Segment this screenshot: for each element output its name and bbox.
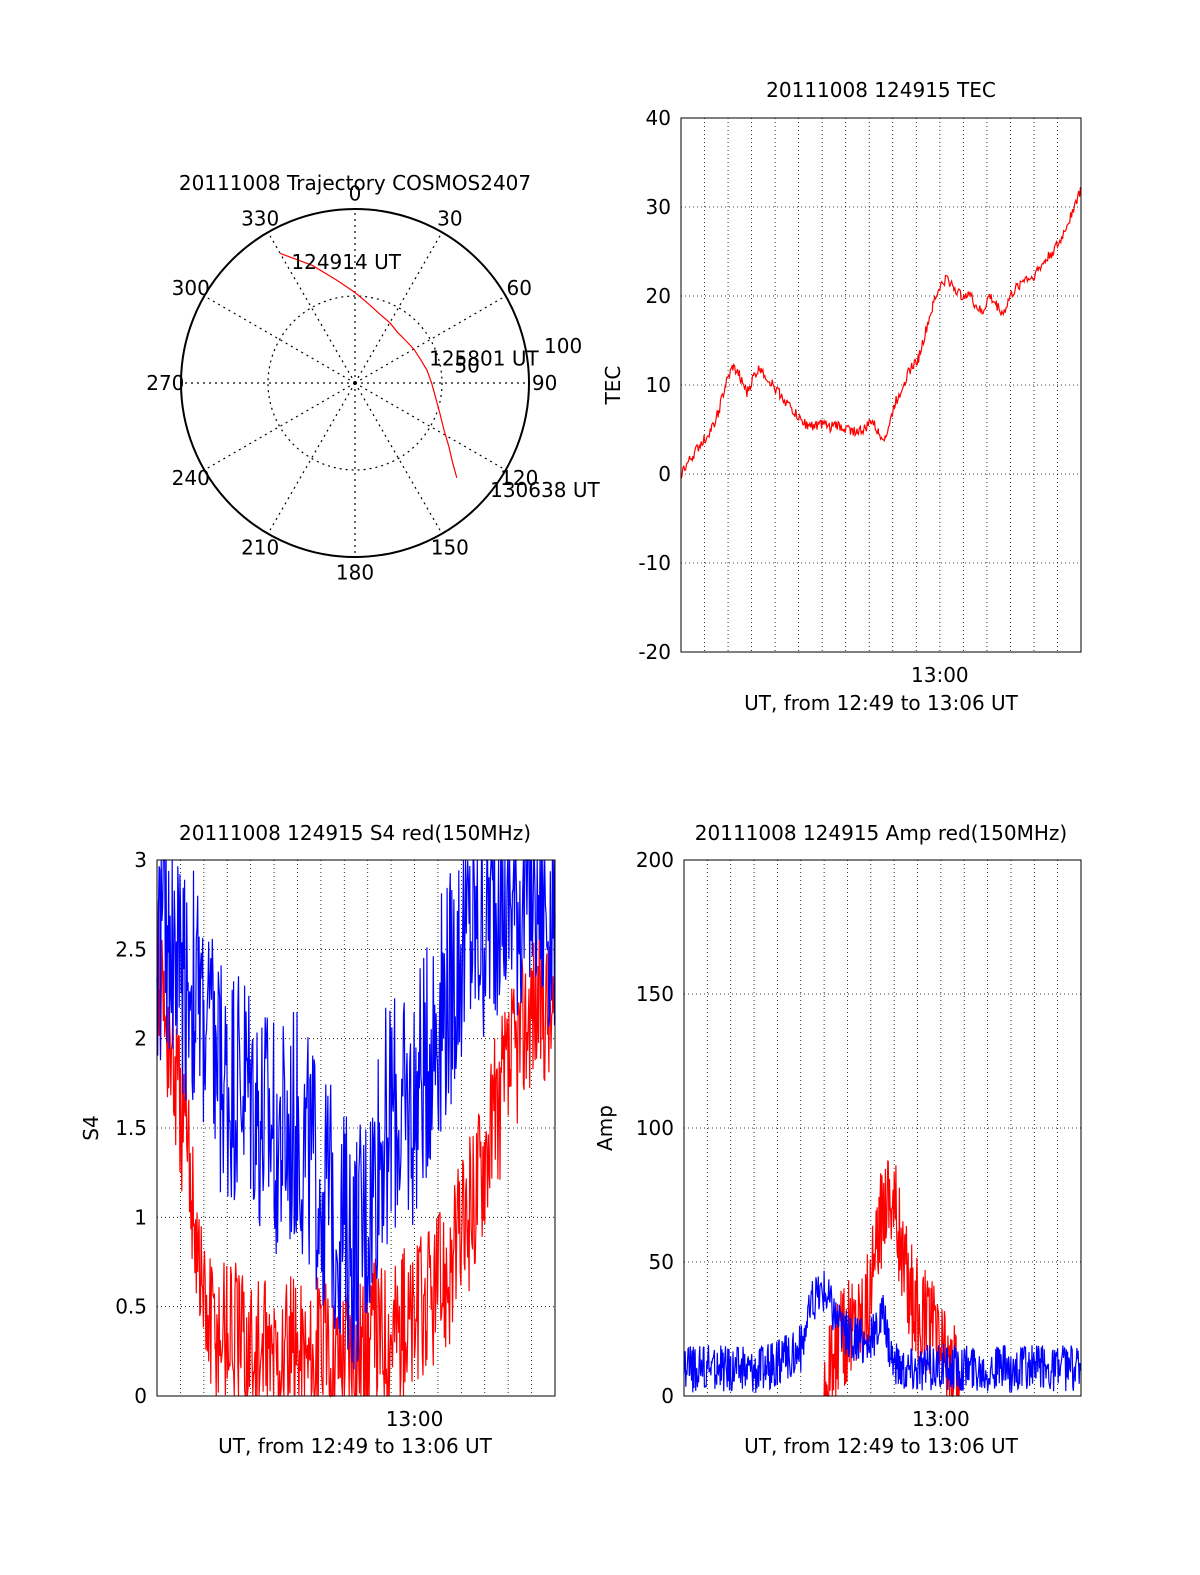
tec-title: 20111008 124915 TEC — [766, 78, 996, 102]
polar-radius-label-100: 100 — [544, 334, 582, 358]
y-tick-label: 200 — [636, 848, 674, 872]
x-tick-label: 13:00 — [386, 1407, 444, 1431]
polar-angle-label: 90 — [532, 371, 557, 395]
y-tick-label: 0 — [661, 1384, 674, 1408]
polar-angle-label: 60 — [507, 276, 532, 300]
y-tick-label: 1.5 — [115, 1116, 147, 1140]
polar-spoke — [354, 232, 443, 384]
polar-angle-label: 270 — [146, 371, 184, 395]
polar-spoke — [204, 382, 356, 471]
tec-plot-frame — [680, 117, 1082, 653]
s4-x-axis-label: UT, from 12:49 to 13:06 UT — [218, 1434, 493, 1458]
y-tick-label: 150 — [636, 982, 674, 1006]
polar-angle-label: 300 — [172, 276, 210, 300]
amp-blue-series-line — [683, 1270, 1082, 1393]
amp-y-axis-label: Amp — [593, 1105, 617, 1151]
trajectory-start-label: 124914 UT — [291, 250, 401, 274]
polar-angle-labels: 0 30 60 90 120 150 180 210 240 270 300 330 — [146, 181, 557, 584]
s4-blue-series-line — [156, 859, 556, 1370]
tec-x-tick-labels: 13:00 — [911, 663, 969, 687]
amp-plot-frame — [683, 859, 1082, 1397]
polar-angle-label: 330 — [241, 207, 279, 231]
tec-y-axis-label: TEC — [601, 366, 625, 406]
y-tick-label: 100 — [636, 1116, 674, 1140]
y-tick-label: 0 — [658, 462, 671, 486]
s4-plot-frame — [156, 859, 556, 1397]
amp-x-axis-label: UT, from 12:49 to 13:06 UT — [744, 1434, 1019, 1458]
polar-spoke — [354, 295, 506, 384]
polar-angle-label: 30 — [437, 207, 462, 231]
s4-x-tick-labels: 13:00 — [386, 1407, 444, 1431]
trajectory-end-label: 130638 UT — [490, 478, 600, 502]
polar-spoke — [267, 232, 356, 384]
polar-panel: 20111008 Trajectory COSMOS2407 030609012… — [146, 171, 600, 585]
y-tick-label: 2.5 — [115, 937, 147, 961]
s4-y-axis-label: S4 — [79, 1115, 103, 1140]
tec-panel: 20111008 124915 TEC -20 -10 0 10 20 30 40 13:0… — [601, 78, 1082, 715]
trajectory-track — [279, 252, 458, 479]
s4-y-tick-labels: 0 0.5 1 1.5 2 2.5 3 — [115, 848, 147, 1408]
amp-y-tick-labels: 0 50 100 150 200 — [636, 848, 674, 1408]
tec-x-axis-label: UT, from 12:49 to 13:06 UT — [744, 691, 1019, 715]
s4-red-series-line — [156, 900, 556, 1399]
tec-series-line — [680, 186, 1082, 480]
polar-radius-label-50: 50 — [454, 353, 479, 377]
polar-angle-label: 0 — [349, 181, 362, 205]
y-tick-label: 10 — [646, 373, 671, 397]
polar-angle-label: 150 — [431, 535, 469, 559]
y-tick-label: 3 — [134, 848, 147, 872]
polar-outer-circle — [180, 208, 530, 558]
amp-grid — [684, 859, 1081, 1397]
polar-angle-label: 180 — [336, 561, 374, 585]
polar-angle-label: 240 — [172, 466, 210, 490]
y-tick-label: 1 — [134, 1205, 147, 1229]
s4-title: 20111008 124915 S4 red(150MHz) — [179, 821, 531, 845]
amp-red-series-line — [823, 1160, 961, 1398]
trajectory-mid-label: 125801 UT — [429, 346, 539, 370]
polar-spoke — [204, 295, 356, 384]
y-tick-label: -10 — [638, 551, 671, 575]
polar-inner-circle — [267, 295, 443, 471]
y-tick-label: 50 — [649, 1250, 674, 1274]
polar-angle-label: 120 — [500, 466, 538, 490]
y-tick-label: -20 — [638, 640, 671, 664]
polar-spokes — [181, 209, 529, 557]
y-tick-label: 2 — [134, 1027, 147, 1051]
polar-angle-label: 210 — [241, 535, 279, 559]
y-tick-label: 30 — [646, 195, 671, 219]
tec-y-tick-labels: -20 -10 0 10 20 30 40 — [638, 106, 671, 664]
amp-x-tick-labels: 13:00 — [912, 1407, 970, 1431]
s4-panel: 20111008 124915 S4 red(150MHz) 0 0.5 1 1.5 2… — [79, 821, 556, 1458]
y-tick-label: 20 — [646, 284, 671, 308]
y-tick-label: 0.5 — [115, 1295, 147, 1319]
y-tick-label: 40 — [646, 106, 671, 130]
amp-title: 20111008 124915 Amp red(150MHz) — [695, 821, 1067, 845]
polar-title: 20111008 Trajectory COSMOS2407 — [179, 171, 531, 195]
polar-spoke — [354, 382, 443, 534]
x-tick-label: 13:00 — [911, 663, 969, 687]
y-tick-label: 0 — [134, 1384, 147, 1408]
polar-spoke — [267, 382, 356, 534]
x-tick-label: 13:00 — [912, 1407, 970, 1431]
tec-grid — [681, 117, 1081, 653]
amp-panel: 20111008 124915 Amp red(150MHz) 0 50 100 15… — [593, 821, 1082, 1458]
polar-spoke — [354, 382, 506, 471]
